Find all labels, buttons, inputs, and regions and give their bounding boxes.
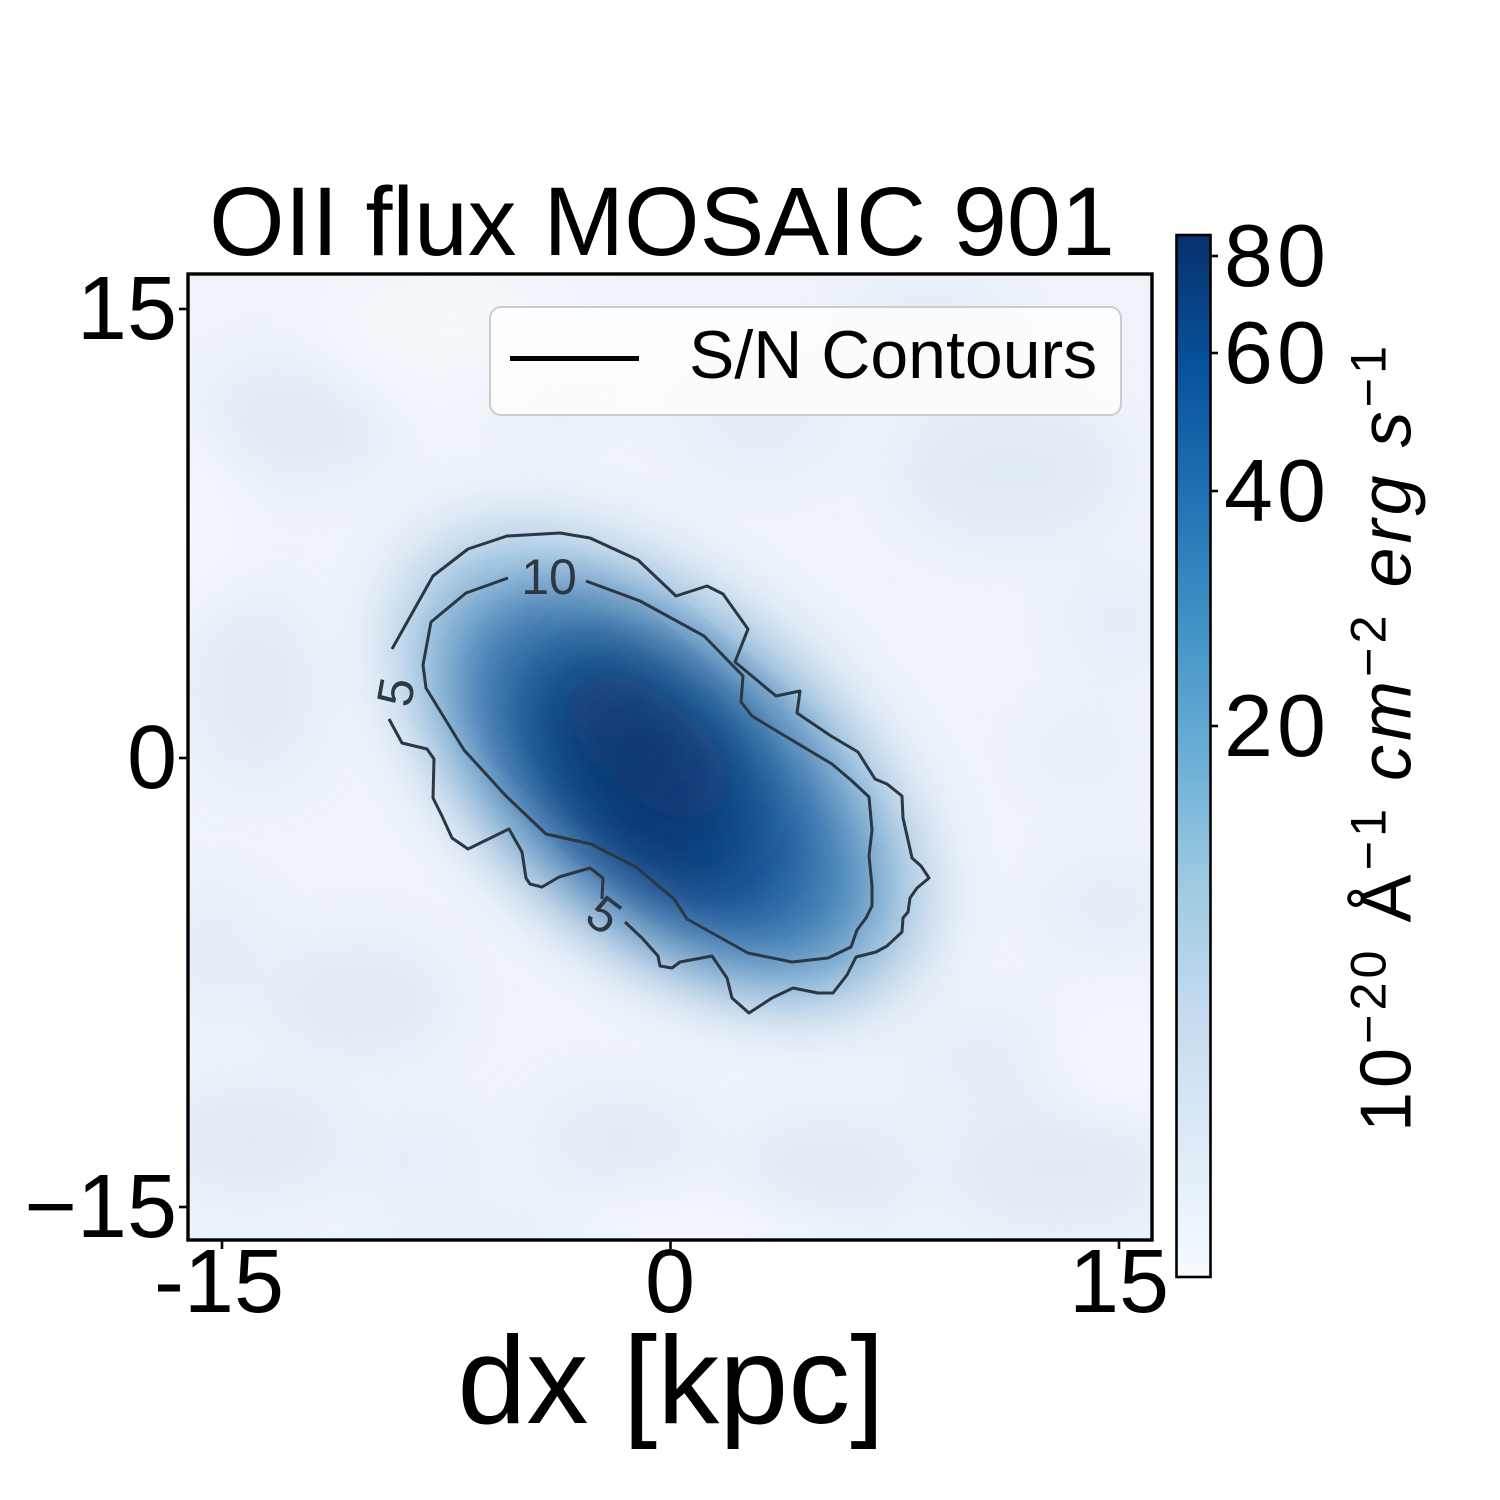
svg-text:10: 10: [521, 549, 577, 605]
